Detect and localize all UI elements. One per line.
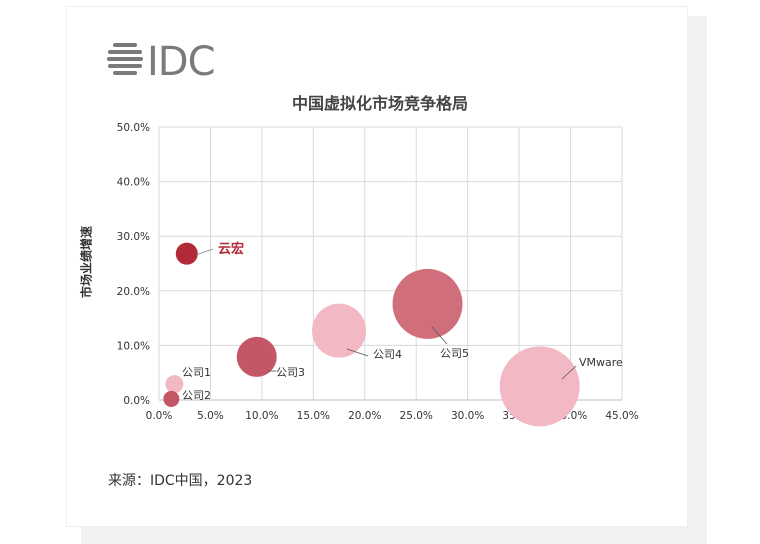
x-tick-label: 25.0%: [400, 410, 433, 422]
bubble-VMware: [499, 346, 580, 427]
bubble-label: 云宏: [218, 241, 244, 257]
bubble-公司4: [312, 303, 367, 358]
x-tick-label: 15.0%: [297, 410, 330, 422]
chart-card: [67, 7, 687, 526]
bubble-label: 公司5: [440, 347, 469, 360]
chart-title: 中国虚拟化市场竞争格局: [291, 94, 468, 113]
x-tick-label: 10.0%: [245, 410, 278, 422]
x-tick-label: 20.0%: [348, 410, 381, 422]
bubbles: [163, 242, 580, 427]
idc-logo-text: IDC: [147, 40, 215, 80]
bubble-公司1: [165, 375, 184, 394]
y-tick-label: 10.0%: [117, 340, 150, 352]
bubble-label: 公司3: [276, 366, 305, 379]
y-tick-label: 30.0%: [117, 231, 150, 243]
bubble-公司5: [392, 268, 463, 339]
leader-line: [561, 365, 577, 380]
y-tick-label: 50.0%: [117, 122, 150, 134]
bubble-label: VMware: [579, 356, 623, 369]
idc-logo: IDC: [107, 40, 216, 80]
bubble-label: 公司2: [182, 389, 211, 402]
bubble-云宏: [175, 242, 198, 265]
leader-line: [346, 348, 369, 357]
bubble-label: 公司4: [373, 348, 402, 361]
bubble-公司3: [236, 336, 277, 377]
leader-line: [196, 248, 214, 256]
y-tick-label: 40.0%: [117, 177, 150, 189]
leader-line: [431, 326, 448, 345]
x-tick-label: 45.0%: [605, 410, 638, 422]
bubble-label: 公司1: [182, 366, 211, 379]
x-tick-label: 30.0%: [451, 410, 484, 422]
x-tick-label: 5.0%: [197, 410, 224, 422]
x-tick-label: 0.0%: [146, 410, 173, 422]
source-note: 来源：IDC中国，2023: [108, 473, 253, 489]
y-tick-label: 20.0%: [117, 286, 150, 298]
y-tick-label: 0.0%: [123, 395, 150, 407]
bubble-公司2: [163, 390, 180, 407]
